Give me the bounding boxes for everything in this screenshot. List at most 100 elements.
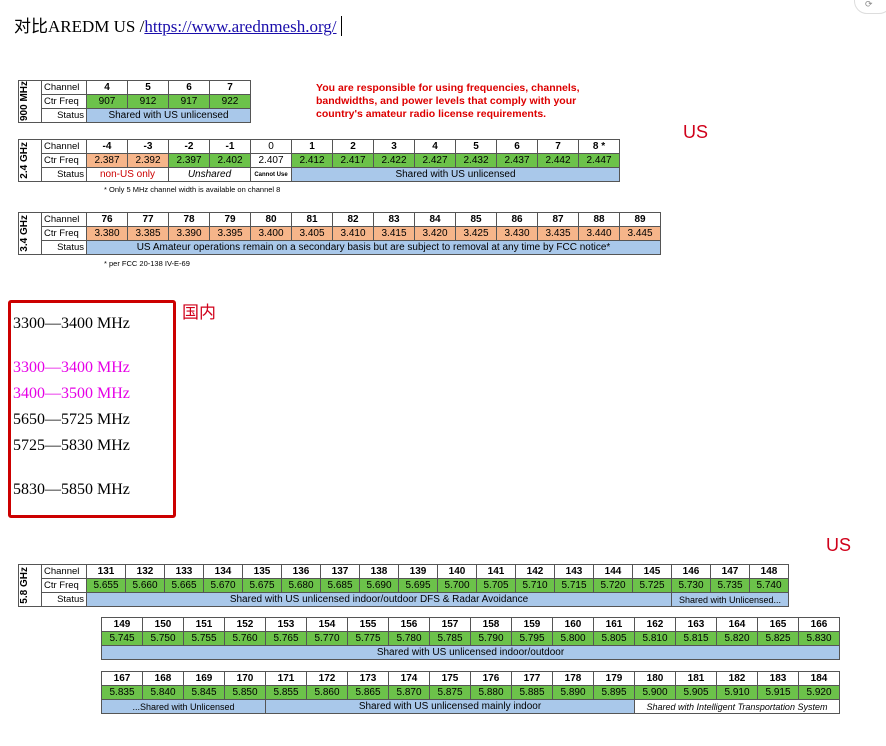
channel-cell: 143 — [554, 564, 594, 579]
freq-cell: 2.427 — [414, 153, 456, 168]
freq-cell: 2.392 — [127, 153, 169, 168]
channel-cell: 181 — [675, 671, 717, 686]
channel-cell: 183 — [757, 671, 799, 686]
channel-cell: 145 — [632, 564, 672, 579]
domestic-range: 3300—3400 MHz — [13, 359, 130, 376]
channel-cell: 85 — [455, 212, 497, 227]
channel-cell: 139 — [398, 564, 438, 579]
freq-cell: 5.820 — [716, 631, 758, 646]
freq-cell: 5.890 — [552, 685, 594, 700]
freq-cell: 5.770 — [306, 631, 348, 646]
status-cell: Shared with US unlicensed — [86, 108, 251, 123]
channel-cell: 140 — [437, 564, 477, 579]
channel-cell: 82 — [332, 212, 374, 227]
license-warning: You are responsible for using frequencie… — [316, 82, 580, 120]
freq-cell: 5.750 — [142, 631, 184, 646]
us-label-top: US — [683, 122, 709, 142]
channel-cell: 176 — [470, 671, 512, 686]
status-cell: Shared with US unlicensed indoor/outdoor… — [86, 592, 672, 607]
freq-cell: 5.755 — [183, 631, 225, 646]
band-34-label: 3.4 GHz — [19, 215, 30, 252]
channel-cell: 4 — [414, 139, 456, 154]
freq-cell: 2.442 — [537, 153, 579, 168]
channel-cell: 162 — [634, 617, 676, 632]
freq-cell: 2.402 — [209, 153, 251, 168]
freq-cell: 5.675 — [242, 578, 282, 593]
freq-cell: 3.395 — [209, 226, 251, 241]
corner-icon: ⟳ — [865, 0, 873, 9]
channel-cell: 178 — [552, 671, 594, 686]
channel-cell: 156 — [388, 617, 430, 632]
freq-cell: 5.830 — [798, 631, 840, 646]
status-cell: Shared with Unlicensed... — [671, 592, 789, 607]
channel-cell: 184 — [798, 671, 840, 686]
channel-label: Channel — [41, 564, 87, 579]
freq-cell: 5.690 — [359, 578, 399, 593]
status-cell: Shared with Intelligent Transportation S… — [634, 699, 840, 714]
freq-cell: 5.725 — [632, 578, 672, 593]
channel-cell: 136 — [281, 564, 321, 579]
status-label: Status — [41, 240, 87, 255]
freq-cell: 5.665 — [164, 578, 204, 593]
channel-cell: 8 * — [578, 139, 620, 154]
status-label: Status — [41, 167, 87, 182]
band-58-label: 5.8 GHz — [19, 567, 30, 604]
channel-cell: 142 — [515, 564, 555, 579]
freq-cell: 5.735 — [710, 578, 750, 593]
freq-cell: 3.405 — [291, 226, 333, 241]
freq-cell: 3.410 — [332, 226, 374, 241]
aredn-link[interactable]: https://www.arednmesh.org/ — [144, 17, 337, 36]
freq-cell: 5.905 — [675, 685, 717, 700]
freq-cell: 5.865 — [347, 685, 389, 700]
freq-cell: 3.435 — [537, 226, 579, 241]
freq-cell: 5.710 — [515, 578, 555, 593]
page-header: 对比AREDM US /https://www.arednmesh.org/ — [14, 12, 342, 37]
channel-cell: 6 — [496, 139, 538, 154]
freq-cell: 917 — [168, 94, 210, 109]
freq-cell: 5.730 — [671, 578, 711, 593]
channel-cell: 80 — [250, 212, 292, 227]
ctr-freq-label: Ctr Freq — [41, 578, 87, 593]
text-caret — [340, 16, 342, 36]
channel-cell: 1 — [291, 139, 333, 154]
channel-cell: 133 — [164, 564, 204, 579]
freq-cell: 2.387 — [86, 153, 128, 168]
freq-cell: 3.390 — [168, 226, 210, 241]
freq-cell: 3.380 — [86, 226, 128, 241]
freq-cell: 5.720 — [593, 578, 633, 593]
channel-cell: 146 — [671, 564, 711, 579]
freq-cell: 5.880 — [470, 685, 512, 700]
channel-cell: 172 — [306, 671, 348, 686]
freq-cell: 3.430 — [496, 226, 538, 241]
channel-cell: 6 — [168, 80, 210, 95]
corner-button[interactable]: ⟳ — [854, 0, 886, 14]
channel-cell: -4 — [86, 139, 128, 154]
band-24-table: 2.4 GHz Channel -4 -3 -2 -1 0 1 2 3 4 5 … — [18, 139, 620, 182]
channel-cell: 0 — [250, 139, 292, 154]
status-cell-unshared: Unshared — [168, 167, 251, 182]
freq-cell: 5.805 — [593, 631, 635, 646]
freq-cell: 5.810 — [634, 631, 676, 646]
channel-cell: 135 — [242, 564, 282, 579]
freq-cell: 5.670 — [203, 578, 243, 593]
freq-cell: 5.760 — [224, 631, 266, 646]
ctr-freq-label: Ctr Freq — [41, 94, 87, 109]
ctr-freq-label: Ctr Freq — [41, 226, 87, 241]
channel-cell: 173 — [347, 671, 389, 686]
channel-cell: 141 — [476, 564, 516, 579]
status-cell: Shared with US unlicensed mainly indoor — [265, 699, 635, 714]
channel-cell: 152 — [224, 617, 266, 632]
channel-cell: 159 — [511, 617, 553, 632]
freq-cell: 3.400 — [250, 226, 292, 241]
channel-cell: 81 — [291, 212, 333, 227]
channel-cell: 84 — [414, 212, 456, 227]
freq-cell: 2.412 — [291, 153, 333, 168]
channel-cell: 168 — [142, 671, 184, 686]
channel-cell: 83 — [373, 212, 415, 227]
freq-cell: 5.900 — [634, 685, 676, 700]
channel-cell: 88 — [578, 212, 620, 227]
domestic-range: 5650—5725 MHz — [13, 411, 130, 428]
channel-cell: 132 — [125, 564, 165, 579]
channel-cell: 149 — [101, 617, 143, 632]
freq-cell: 3.385 — [127, 226, 169, 241]
